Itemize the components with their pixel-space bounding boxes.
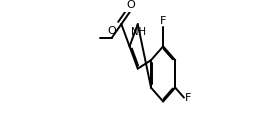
Text: O: O [127,0,135,10]
Text: F: F [160,16,166,26]
Text: O: O [107,26,116,36]
Text: F: F [185,93,192,103]
Text: NH: NH [131,27,146,37]
